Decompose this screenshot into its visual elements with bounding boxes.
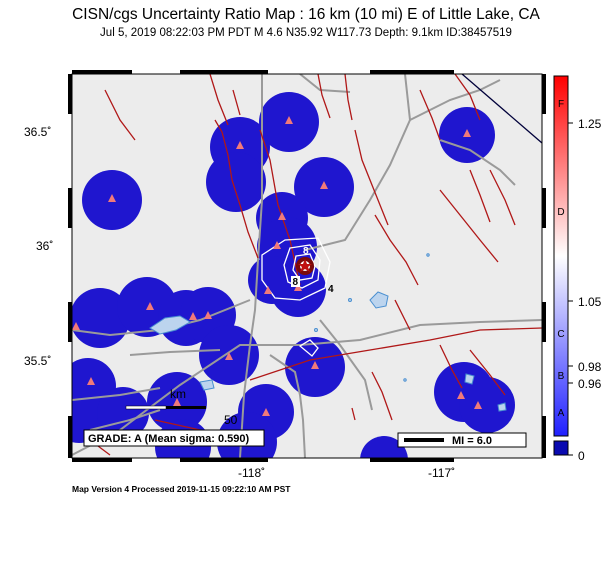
- lon-label: -118˚: [238, 466, 265, 480]
- state-boundary: [461, 74, 542, 144]
- station-uncertainty-circles: [72, 92, 515, 458]
- footer-processing-note: Map Version 4 Processed 2019-11-15 09:22…: [72, 484, 291, 494]
- lon-label: -117˚: [428, 466, 455, 480]
- frame-ticks: [68, 70, 546, 462]
- uncertainty-contours: [261, 237, 331, 357]
- lat-label: 36˚: [36, 239, 53, 253]
- contour-label: 4: [328, 284, 334, 295]
- epicenter-star: [296, 257, 314, 275]
- contour-label: 8: [293, 277, 299, 288]
- scale-value: 50: [224, 413, 238, 427]
- contour-label: 8: [303, 246, 309, 257]
- map-title: CISN/cgs Uncertainty Ratio Map : 16 km (…: [72, 6, 540, 23]
- colorbar-letter: D: [557, 207, 564, 218]
- colorbar-letter: C: [557, 329, 564, 340]
- colorbar-value: 1.25: [578, 117, 602, 131]
- colorbar-letter: B: [558, 371, 565, 382]
- map-frame: [71, 73, 543, 459]
- map-background: [72, 74, 542, 458]
- axis-labels: 36.5˚ 36˚ 35.5˚ -118˚ -117˚: [24, 125, 455, 480]
- roads: [72, 74, 542, 458]
- colorbar-letter: F: [558, 99, 564, 110]
- colorbar-value: 0: [578, 449, 585, 463]
- scale-unit: km: [170, 387, 186, 401]
- faults: [89, 74, 542, 456]
- grade-text: GRADE: A (Mean sigma: 0.590): [88, 433, 250, 445]
- station-markers: [72, 116, 482, 416]
- colorbar-value: 0.96: [578, 377, 602, 391]
- colorbar-value: 0.98: [578, 360, 602, 374]
- mi-legend: MI = 6.0: [397, 432, 527, 448]
- lat-label: 36.5˚: [24, 125, 51, 139]
- colorbar-letter: A: [558, 408, 565, 419]
- mi-legend-text: MI = 6.0: [452, 435, 492, 447]
- contour-label-group: 8 8 4: [291, 246, 334, 295]
- grade-box: GRADE: A (Mean sigma: 0.590): [83, 429, 265, 447]
- lat-label: 35.5˚: [24, 354, 51, 368]
- event-details: Jul 5, 2019 08:22:03 PM PDT M 4.6 N35.92…: [100, 27, 512, 39]
- scale-bar: km 50: [125, 387, 238, 427]
- colorbar-value: 1.05: [578, 295, 602, 309]
- colorbar: F D C B A 1.25 1.05 0.98 0.96 0: [553, 75, 602, 463]
- lakes: [149, 253, 507, 412]
